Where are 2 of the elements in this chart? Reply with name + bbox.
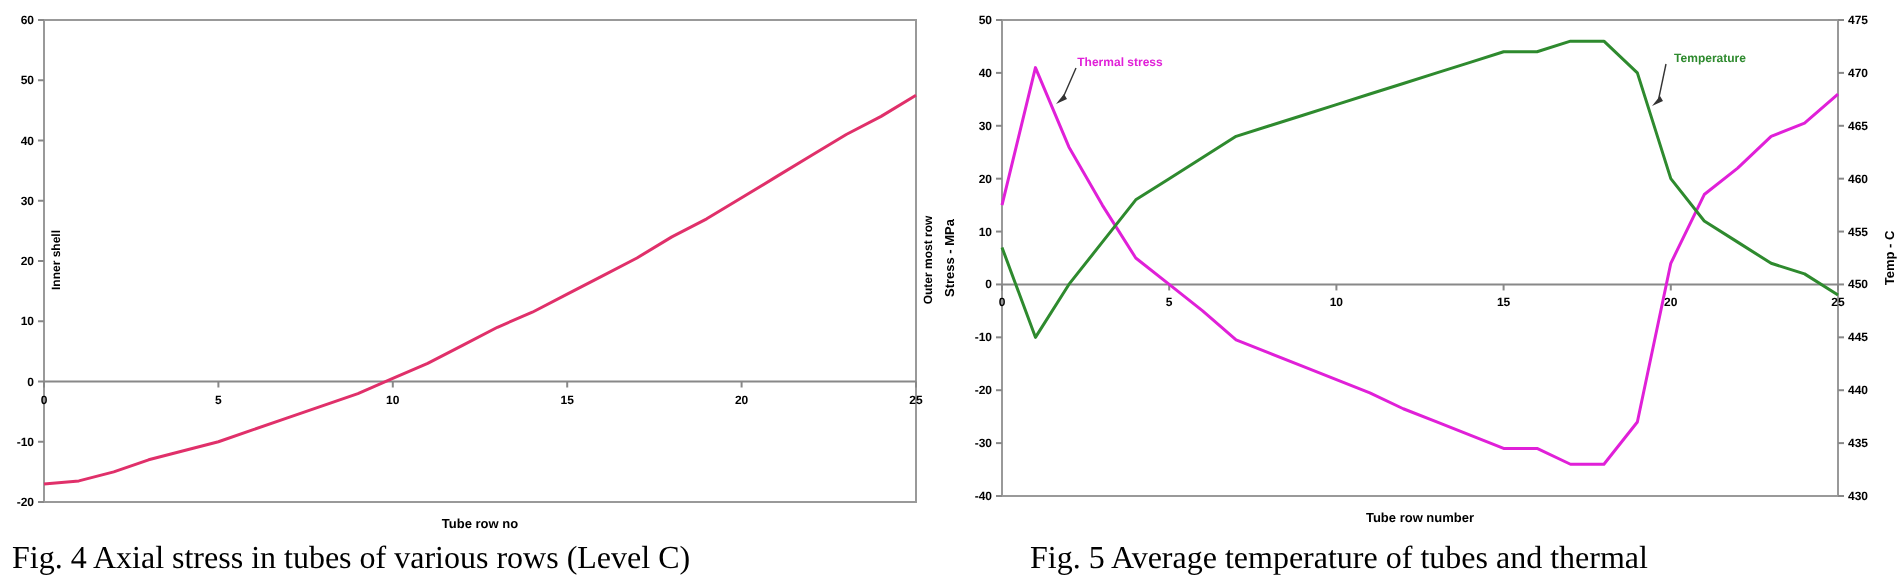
caption: Fig. 5 Average temperature of tubes and thermal [1030,542,1649,576]
caption: Fig. 4 Axial stress in tubes of various rows (Level C) [12,542,691,576]
